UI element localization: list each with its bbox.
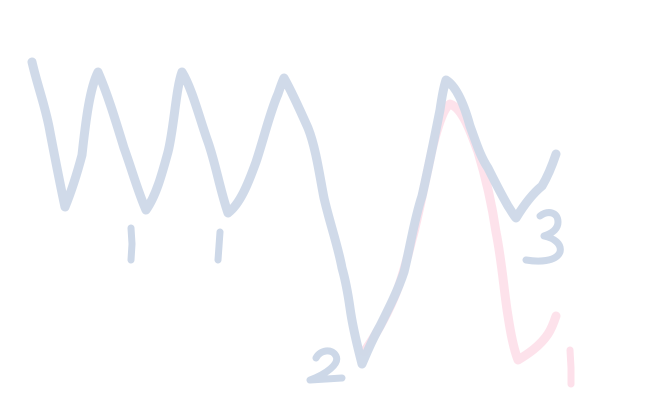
- blue-wave-stroke: [27, 57, 561, 369]
- label-1c-glyph: [566, 346, 575, 388]
- label-2-glyph: [306, 347, 346, 384]
- label-1a-glyph: [127, 224, 136, 264]
- label-3-glyph: [522, 209, 564, 265]
- label-1b-glyph: [214, 228, 224, 264]
